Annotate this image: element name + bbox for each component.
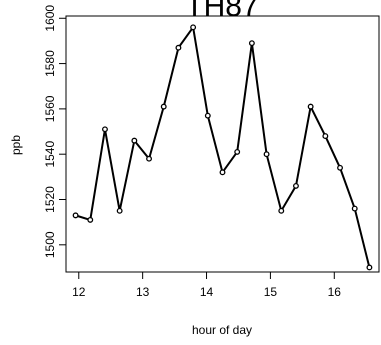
chart-title: TH87 <box>185 0 258 23</box>
y-axis-label: ppb <box>9 135 23 155</box>
point <box>175 44 182 51</box>
point <box>131 137 138 144</box>
point <box>72 212 79 219</box>
y-tick-label: 1580 <box>43 50 57 77</box>
point <box>248 40 255 47</box>
plot-frame <box>65 15 380 273</box>
x-tick-label: 16 <box>328 285 342 299</box>
y-tick-label: 1520 <box>43 186 57 213</box>
y-tick-label: 1540 <box>43 141 57 168</box>
point <box>87 216 94 223</box>
point <box>234 148 241 155</box>
point <box>190 24 197 31</box>
point <box>278 207 285 214</box>
point <box>337 164 343 171</box>
y-tick-label: 1500 <box>43 231 57 258</box>
point <box>146 155 152 162</box>
point <box>351 205 358 212</box>
point <box>322 133 329 140</box>
y-tick-label: 1560 <box>43 95 57 122</box>
x-tick-label: 15 <box>264 285 278 299</box>
point <box>102 126 108 133</box>
x-tick-label: 14 <box>200 285 214 299</box>
point <box>219 169 226 176</box>
point <box>307 103 314 110</box>
point <box>116 207 123 214</box>
point <box>293 182 299 189</box>
point <box>263 151 270 158</box>
point <box>160 103 167 110</box>
line <box>75 24 371 268</box>
point <box>366 264 373 271</box>
x-tick-label: 13 <box>136 285 150 299</box>
x-axis-label: hour of day <box>192 323 252 337</box>
y-tick-label: 1600 <box>43 5 57 32</box>
point <box>204 112 211 119</box>
x-tick-label: 12 <box>72 285 86 299</box>
